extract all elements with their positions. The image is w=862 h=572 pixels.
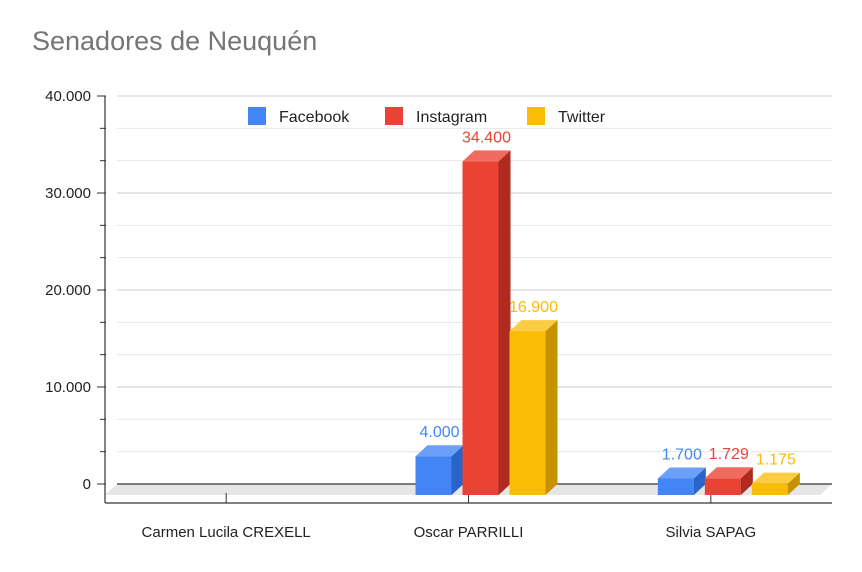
bar-side-instagram [498,150,511,495]
bar-top-twitter [751,472,800,484]
y-tick-label: 10.000 [45,379,91,396]
bar-side-twitter [545,320,558,495]
bar-side-instagram [740,467,753,495]
bar-side-facebook [693,467,706,495]
data-label: 4.000 [419,424,459,441]
bar-top-facebook [657,467,706,479]
y-tick-label: 40.000 [45,88,91,105]
bar-twitter [751,483,788,495]
bar-twitter [509,331,546,495]
y-tick-label: 20.000 [45,282,91,299]
data-label: 1.729 [709,446,749,463]
bar-top-facebook [415,445,464,457]
legend-swatch-facebook [248,107,266,125]
x-tick-label: Oscar PARRILLI [414,524,524,541]
bar-instagram [704,478,741,495]
legend-label-facebook: Facebook [279,109,350,126]
chart-title: Senadores de Neuquén [32,26,318,56]
legend-swatch-twitter [527,107,545,125]
x-tick-label: Silvia SAPAG [666,524,757,541]
data-label: 16.900 [509,299,558,316]
data-label: 1.700 [662,447,702,464]
legend-label-twitter: Twitter [558,109,606,126]
bar-side-facebook [451,445,464,495]
bar-side-twitter [787,472,800,495]
legend-swatch-instagram [385,107,403,125]
bar-top-instagram [704,467,753,479]
data-label: 34.400 [462,129,511,146]
bar-facebook [657,478,694,495]
legend-label-instagram: Instagram [416,109,487,126]
data-label: 1.175 [756,452,796,469]
bar-facebook [415,456,452,495]
y-tick-label: 30.000 [45,185,91,202]
bar-instagram [462,161,499,495]
y-tick-label: 0 [83,476,91,493]
bar-top-twitter [509,320,558,332]
bar-top-instagram [462,150,511,162]
x-tick-label: Carmen Lucila CREXELL [142,524,311,541]
